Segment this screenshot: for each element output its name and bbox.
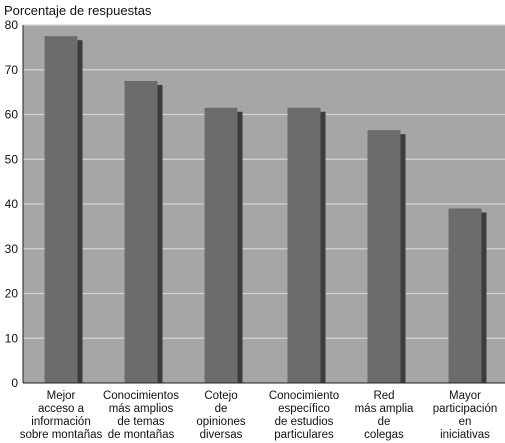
x-tick-label-line: más amplios: [109, 403, 174, 415]
y-tick-label: 40: [5, 197, 19, 211]
x-tick-label-line: Mejor: [47, 390, 76, 402]
x-tick-label: Cotejo de opiniones diversas: [196, 390, 245, 441]
bar: [124, 80, 158, 383]
y-tick-label: 20: [5, 287, 19, 301]
x-tick-label-line: colegas: [364, 429, 404, 441]
x-tick-label-line: Conocimiento: [269, 390, 339, 402]
bar: [448, 208, 482, 383]
bar: [204, 107, 238, 383]
x-tick-label-line: diversas: [200, 429, 243, 441]
x-tick-label-line: de montañas: [108, 429, 175, 441]
y-tick-label: 70: [5, 63, 19, 77]
bar-group: [367, 130, 406, 383]
y-tick-label: 30: [5, 242, 19, 256]
x-tick-label: Mejor acceso a información sobre montañas: [20, 390, 103, 441]
x-tick-label-line: de: [378, 416, 391, 428]
x-tick-label-line: de temas: [117, 416, 165, 428]
bar-group: [204, 107, 243, 383]
y-tick-label: 10: [5, 331, 19, 345]
x-tick-label-line: sobre montañas: [20, 429, 103, 441]
x-tick-label-line: en: [459, 416, 472, 428]
x-tick-label-line: acceso a: [38, 403, 85, 415]
bar-group: [287, 107, 326, 383]
x-tick-label-line: iniciativas: [440, 429, 490, 441]
x-tick-label-line: Red: [373, 390, 394, 402]
x-tick-label-line: Mayor: [449, 390, 481, 402]
y-tick-label: 0: [11, 376, 18, 390]
y-tick-label: 80: [5, 18, 19, 32]
x-tick-label-line: opiniones: [196, 416, 245, 428]
x-tick-label: Red más amplia de colegas: [355, 390, 414, 441]
y-tick-label: 50: [5, 152, 19, 166]
x-tick-label-line: más amplia: [355, 403, 414, 415]
x-tick-label-line: de estudios: [275, 416, 334, 428]
x-tick-label-line: participación: [433, 403, 498, 415]
bar-group: [124, 80, 163, 383]
x-tick-label: Mayor participación en iniciativas: [433, 390, 498, 441]
x-tick-label-line: información: [31, 416, 90, 428]
x-tick-label-line: específico: [278, 403, 330, 415]
x-tick-label: Conocimientos más amplios de temas de monta…: [103, 390, 179, 441]
x-tick-label-line: Cotejo: [204, 390, 237, 402]
bar: [44, 36, 78, 383]
x-tick-label: Conocimiento específico de estudios particu…: [269, 390, 339, 441]
bar-group: [44, 36, 83, 383]
bar: [287, 107, 321, 383]
x-tick-label-line: particulares: [274, 429, 334, 441]
bar: [367, 130, 401, 383]
x-tick-label-line: Conocimientos: [103, 390, 179, 402]
y-axis-label: Porcentaje de respuestas: [4, 3, 152, 18]
x-tick-label-line: de: [215, 403, 228, 415]
y-tick-label: 60: [5, 108, 19, 122]
bar-group: [448, 208, 487, 383]
